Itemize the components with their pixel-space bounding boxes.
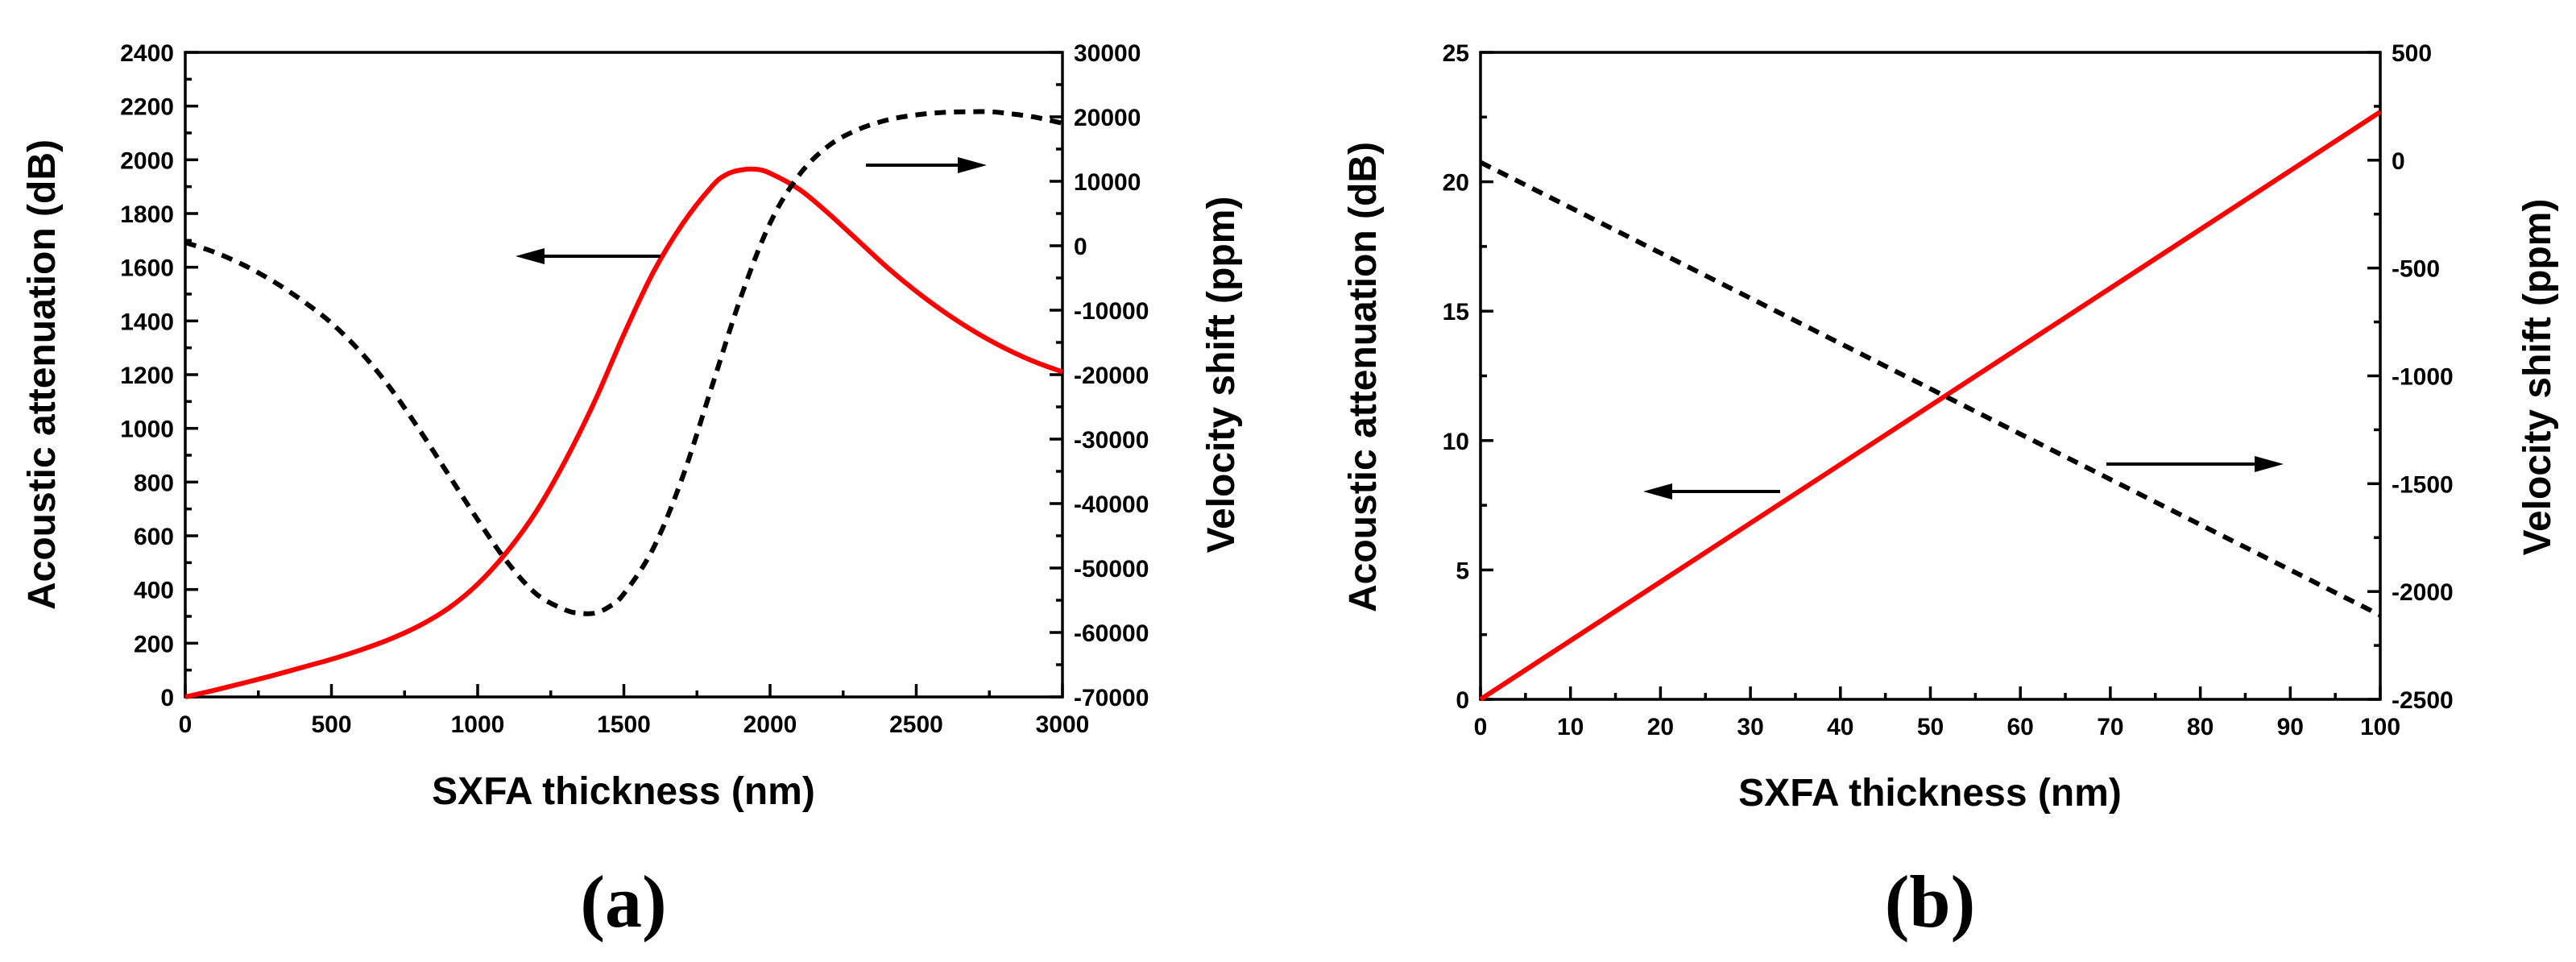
curves (184, 109, 1064, 699)
x-tick-label: 0 (1474, 714, 1488, 740)
x-axis-title: SXFA thickness (nm) (432, 770, 815, 813)
y-tick-label: 1400 (120, 309, 174, 335)
right-axis-arrow-head (958, 157, 987, 173)
y2-tick-label: 10000 (1074, 169, 1141, 196)
y2-tick-label: 500 (2392, 40, 2432, 67)
x-tick-label: 100 (2360, 714, 2400, 740)
y-tick-label: 25 (1443, 40, 1469, 67)
x-tick-label: 1500 (597, 711, 651, 738)
x-tick-label: 2000 (743, 711, 797, 738)
curves (1479, 110, 2382, 702)
y2-tick-label: -500 (2392, 256, 2440, 283)
y-tick-label: 1800 (120, 201, 174, 228)
y-tick-label: 200 (134, 631, 174, 657)
y-axis-right-title: Velocity shift (ppm) (1200, 197, 1243, 554)
y-tick-label: 0 (1456, 687, 1469, 714)
y-tick-label: 15 (1443, 299, 1469, 326)
attenuation-line (1479, 110, 2382, 702)
y2-tick-label: -50000 (1074, 556, 1149, 583)
x-tick-label: 20 (1647, 714, 1674, 740)
y-tick-label: 10 (1443, 429, 1469, 455)
plot-frame (184, 51, 1064, 699)
x-tick-label: 500 (311, 711, 351, 738)
x-tick-label: 80 (2187, 714, 2214, 740)
velocity-shift-line (184, 109, 1063, 616)
x-tick-label: 60 (2007, 714, 2034, 740)
x-axis-title: SXFA thickness (nm) (1738, 772, 2122, 815)
y-axis-right: -2500 -2000 -1500 -1000 -500 0 500 (2367, 40, 2454, 714)
y-axis-right-title: Velocity shift (ppm) (2516, 199, 2559, 556)
panel-label: (b) (1885, 860, 1975, 943)
x-tick-label: 40 (1827, 714, 1853, 740)
y-tick-label: 2400 (120, 40, 174, 67)
x-tick-label: 90 (2277, 714, 2304, 740)
y-tick-label: 600 (134, 524, 174, 550)
x-tick-label: 50 (1917, 714, 1944, 740)
y2-tick-label: 0 (2392, 148, 2405, 175)
y2-tick-label: -60000 (1074, 620, 1149, 647)
panel-a: 0 500 1000 1500 2000 2500 3000 0 200 400 600 800 10… (21, 40, 1243, 943)
y-tick-label: 1200 (120, 363, 174, 389)
y-axis-left: 0 200 400 600 800 1000 1200 1400 1600 1800 2000 220… (120, 40, 198, 711)
x-tick-label: 2500 (889, 711, 943, 738)
x-tick-label: 70 (2097, 714, 2123, 740)
x-tick-label: 3000 (1036, 711, 1090, 738)
y2-tick-label: -1000 (2392, 364, 2454, 391)
y2-tick-label: -70000 (1074, 685, 1149, 711)
attenuation-line (184, 166, 1064, 699)
y-tick-label: 1600 (120, 255, 174, 282)
axis-arrows (516, 157, 987, 264)
velocity-shift-line (1479, 160, 2382, 618)
y-tick-label: 20 (1443, 170, 1469, 197)
y-axis-right: -70000 -60000 -50000 -40000 -30000 -20000 -100… (1050, 40, 1149, 711)
y-tick-label: 2000 (120, 147, 174, 174)
x-axis: 0 10 20 30 40 50 60 70 80 90 100 (1474, 686, 2400, 740)
y-tick-label: 400 (134, 578, 174, 604)
right-axis-arrow-head (2255, 456, 2284, 472)
y2-tick-label: 30000 (1074, 40, 1141, 67)
x-tick-label: 1000 (451, 711, 505, 738)
plot-frame (1479, 51, 2382, 701)
y2-tick-label: -20000 (1074, 363, 1149, 389)
y2-tick-label: -30000 (1074, 427, 1149, 454)
x-tick-label: 10 (1557, 714, 1584, 740)
y-tick-label: 800 (134, 470, 174, 496)
y2-tick-label: -1500 (2392, 471, 2454, 498)
x-tick-label: 0 (179, 711, 193, 738)
y-tick-label: 1000 (120, 417, 174, 443)
y2-tick-label: -40000 (1074, 491, 1149, 518)
y-tick-label: 5 (1456, 558, 1469, 584)
y2-tick-label: -2500 (2392, 687, 2454, 714)
y2-tick-label: -2000 (2392, 579, 2454, 606)
y2-tick-label: 0 (1074, 234, 1087, 260)
x-tick-label: 30 (1737, 714, 1763, 740)
y2-tick-label: -10000 (1074, 298, 1149, 325)
left-axis-arrow-head (1643, 483, 1672, 500)
x-axis: 0 500 1000 1500 2000 2500 3000 (179, 684, 1090, 738)
panel-label: (a) (580, 860, 666, 943)
y-tick-label: 2200 (120, 94, 174, 121)
y-tick-label: 0 (160, 685, 174, 711)
y-axis-left-title: Acoustic attenuation (dB) (1342, 142, 1385, 612)
y2-tick-label: 20000 (1074, 105, 1141, 131)
y-axis-left-title: Acoustic attenuation (dB) (21, 139, 64, 610)
y-axis-left: 0 5 10 15 20 25 (1443, 40, 1493, 714)
left-axis-arrow-head (516, 248, 545, 264)
axis-arrows (1643, 456, 2284, 500)
